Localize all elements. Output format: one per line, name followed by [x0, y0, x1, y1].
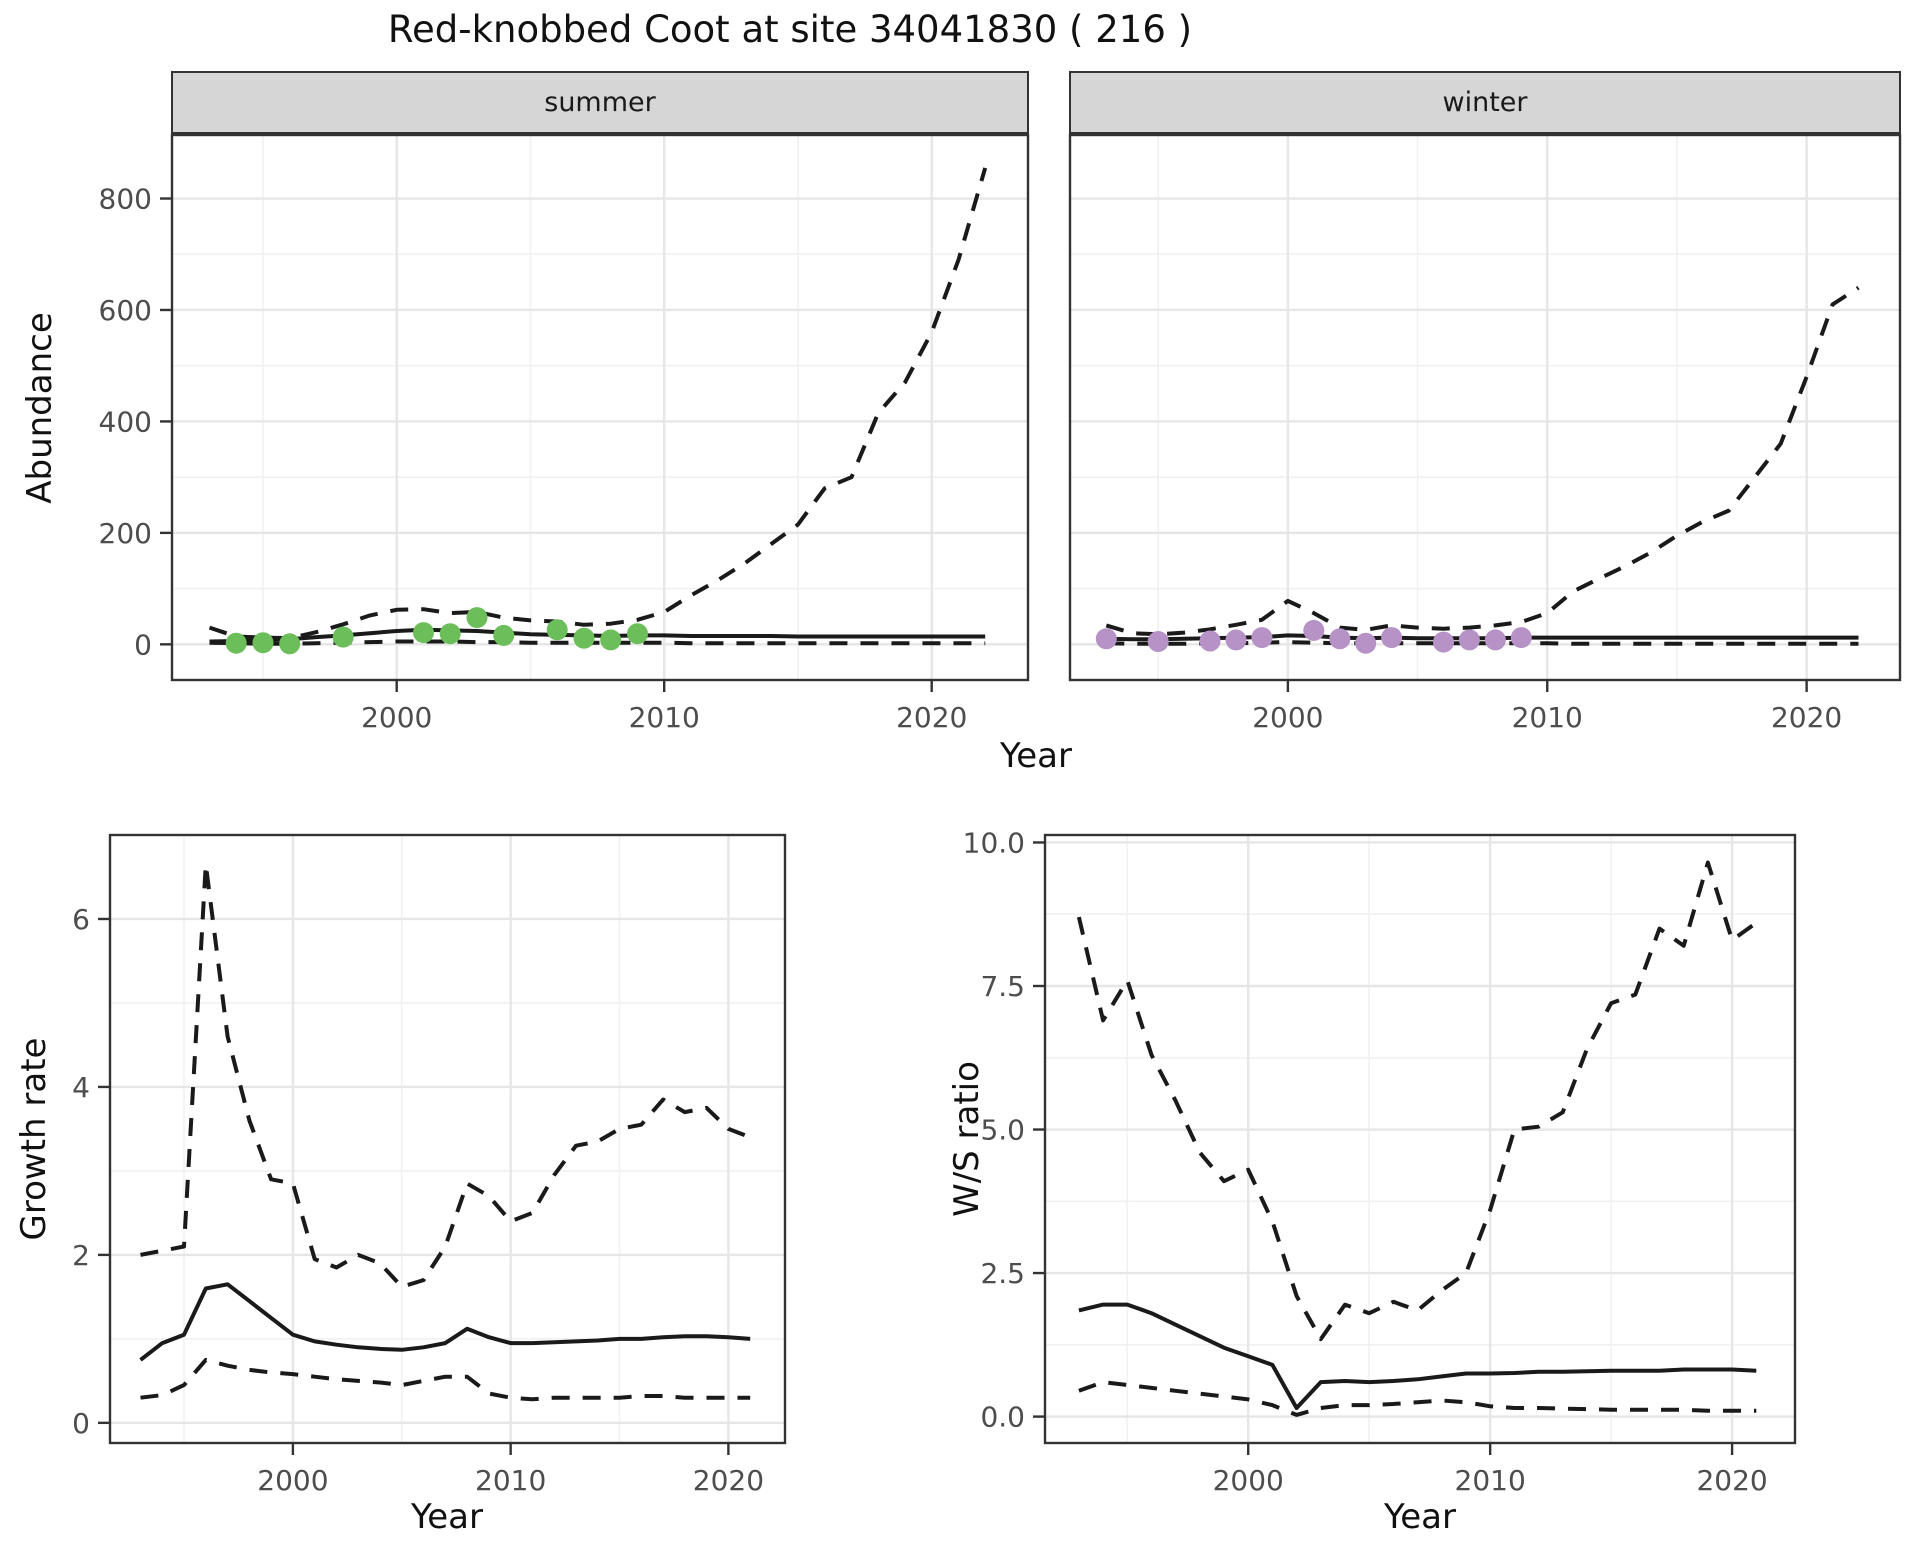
observation-point — [493, 624, 515, 646]
x-tick-label: 2020 — [1696, 1464, 1767, 1497]
observation-point — [252, 632, 274, 654]
observation-point — [1510, 627, 1532, 649]
facet-strip-label-winter: winter — [1442, 87, 1528, 118]
chart-title: Red-knobbed Coot at site 34041830 ( 216 … — [387, 8, 1193, 51]
y-tick-label: 2.5 — [980, 1257, 1025, 1290]
y-axis-title-growth-rate: Growth rate — [14, 1037, 54, 1241]
series-lower_ci — [1078, 1380, 1757, 1417]
observation-point — [1381, 627, 1403, 649]
y-tick-label: 0 — [134, 628, 152, 661]
facet-strip-label-summer: summer — [544, 87, 656, 118]
series-median — [1078, 1302, 1757, 1410]
observation-point — [1433, 631, 1454, 653]
series-upper_ci — [140, 862, 751, 1289]
x-tick-label: 2020 — [693, 1464, 764, 1497]
observation-point — [439, 623, 461, 645]
series-median — [209, 627, 986, 644]
observation-point — [1095, 628, 1117, 650]
y-tick-label: 6 — [72, 903, 90, 936]
x-tick-label: 2000 — [1252, 701, 1323, 734]
x-tick-label: 2010 — [629, 701, 700, 734]
series-median — [139, 1282, 751, 1362]
y-tick-label: 4 — [72, 1071, 90, 1104]
observation-point — [279, 633, 301, 655]
facet-strip — [1069, 71, 1901, 134]
observation-point — [573, 627, 595, 649]
y-tick-label: 10.0 — [963, 826, 1025, 859]
y-tick-label: 600 — [99, 294, 152, 327]
observation-point — [225, 632, 247, 654]
y-tick-label: 0 — [72, 1407, 90, 1440]
x-tick-label: 2000 — [257, 1464, 328, 1497]
observation-point — [1147, 631, 1169, 652]
series-lower_ci — [140, 1357, 751, 1402]
x-tick-label: 2010 — [1512, 701, 1583, 734]
x-tick-label: 2000 — [361, 701, 432, 734]
observation-point — [1355, 632, 1377, 654]
y-tick-label: 0.0 — [980, 1401, 1025, 1434]
y-tick-label: 800 — [99, 183, 152, 216]
y-axis-title-ws-ratio: W/S ratio — [947, 1061, 987, 1217]
observation-point — [600, 629, 622, 651]
observation-point — [1199, 630, 1221, 652]
x-tick-label: 2010 — [1455, 1464, 1526, 1497]
y-axis-title-abundance: Abundance — [20, 312, 60, 504]
x-tick-label: 2020 — [896, 701, 967, 734]
observation-point — [466, 607, 488, 629]
y-tick-label: 5.0 — [980, 1114, 1025, 1147]
observation-point — [332, 626, 354, 648]
panel-border — [170, 133, 1030, 682]
series-upper_ci — [208, 167, 988, 641]
series-upper_ci — [1076, 860, 1758, 1342]
observation-point — [1484, 629, 1506, 651]
x-tick-label: 2010 — [475, 1464, 546, 1497]
y-tick-label: 7.5 — [980, 970, 1025, 1003]
observation-point — [1329, 628, 1351, 650]
series-upper_ci — [1105, 286, 1860, 637]
panel-border — [1043, 833, 1797, 1445]
observation-point — [413, 622, 434, 644]
y-tick-label: 400 — [99, 405, 152, 438]
facet-strip — [171, 71, 1029, 134]
observation-point — [1458, 629, 1480, 651]
x-axis-title-year-top: Year — [1000, 736, 1072, 776]
observation-point — [627, 623, 648, 645]
panel-border — [1068, 133, 1902, 682]
panel-border — [108, 833, 787, 1445]
observation-point — [1303, 619, 1325, 641]
observation-point — [1225, 629, 1247, 651]
y-tick-label: 200 — [99, 517, 152, 550]
x-axis-title-year-bottom-left: Year — [411, 1497, 483, 1537]
x-tick-label: 2020 — [1771, 701, 1842, 734]
y-tick-label: 2 — [72, 1239, 90, 1272]
x-axis-title-year-bottom-right: Year — [1384, 1497, 1456, 1537]
observation-point — [546, 619, 568, 641]
x-tick-label: 2000 — [1213, 1464, 1284, 1497]
observation-point — [1251, 627, 1273, 649]
